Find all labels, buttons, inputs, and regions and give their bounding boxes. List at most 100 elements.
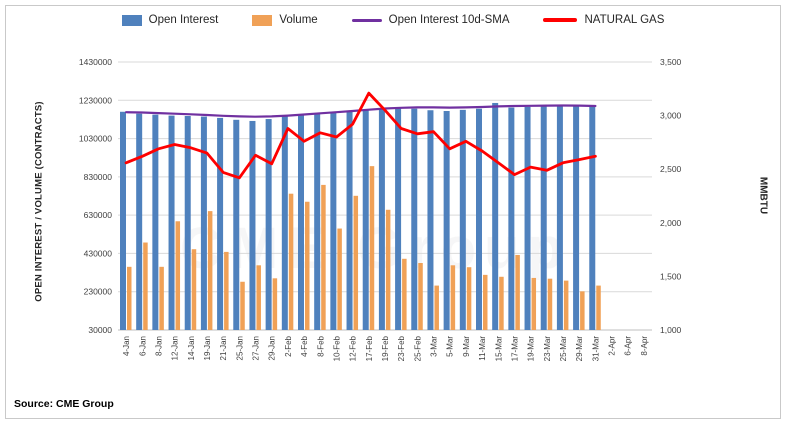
volume-bar [418,263,423,330]
x-axis-tick-label: 19-Mar [527,336,536,362]
x-axis-tick-label: 12-Jan [171,336,180,360]
x-axis-tick-label: 4-Jan [122,336,131,356]
volume-bar [337,228,342,330]
x-axis-tick-label: 29-Mar [575,336,584,362]
x-axis-tick-label: 21-Jan [219,336,228,360]
x-axis-tick-label: 19-Jan [203,336,212,360]
open-interest-bar [573,106,580,331]
x-axis-tick-label: 23-Feb [397,335,406,361]
open-interest-bar [492,102,499,330]
left-axis-tick-label: 230000 [84,287,113,297]
volume-bar [596,285,601,330]
open-interest-bar [200,116,207,330]
open-interest-bar [556,105,563,331]
volume-bar [272,278,278,330]
open-interest-bar [168,115,175,330]
volume-bar [256,265,261,330]
x-axis-tick-label: 2-Feb [284,335,293,356]
volume-bar [240,281,245,330]
x-axis-tick-label: 31-Mar [591,336,600,362]
open-interest-bar [330,112,337,330]
volume-bar [547,278,553,330]
x-axis-tick-label: 9-Mar [462,336,471,357]
x-axis-tick-label: 14-Jan [187,336,196,360]
right-axis-tick-label: 3,500 [660,57,682,67]
x-axis-tick-label: 15-Mar [494,336,503,362]
open-interest-bar [589,106,596,331]
open-interest-bar [281,115,288,331]
x-axis-tick-label: 23-Mar [543,336,552,362]
x-axis-tick-label: 8-Feb [316,335,325,356]
legend-item-natural-gas: NATURAL GAS [543,14,664,26]
x-axis-tick-label: 17-Mar [510,336,519,362]
legend-label: Volume [279,14,318,26]
legend: Open Interest Volume Open Interest 10d-S… [0,14,786,26]
open-interest-bar [120,111,126,331]
open-interest-bar [411,108,418,330]
x-axis-tick-label: 6-Apr [624,336,633,356]
left-axis-tick-label: 1030000 [79,134,112,144]
volume-bar [369,166,375,330]
open-interest-bar [152,114,159,331]
volume-bar [531,277,537,330]
right-axis-tick-label: 1,500 [660,271,682,281]
x-axis-tick-label: 17-Feb [365,335,374,361]
x-axis-tick-label: 6-Jan [138,336,147,356]
x-axis-tick-label: 10-Feb [332,335,341,361]
volume-bar [580,291,585,330]
open-interest-swatch-icon [121,14,142,26]
open-interest-bar [249,120,256,331]
x-axis-tick-label: 25-Feb [413,335,422,361]
volume-bar [385,209,391,330]
volume-bar [175,221,181,330]
x-axis-tick-label: 25-Mar [559,336,568,362]
volume-swatch-icon [252,14,273,26]
chart-frame [5,5,781,419]
open-interest-bar [265,119,272,330]
left-axis-tick-label: 1430000 [79,57,112,67]
natural-gas-line-swatch-icon [543,18,578,22]
open-interest-bar [346,111,353,331]
volume-bar [207,211,213,330]
volume-bar [224,251,229,330]
volume-bar [143,242,148,330]
legend-item-open-interest: Open Interest [121,14,218,26]
open-interest-bar [508,107,515,330]
left-axis-tick-label: 830000 [84,172,113,182]
legend-label: NATURAL GAS [584,14,665,26]
open-interest-bar [540,106,547,331]
x-axis-tick-label: 8-Jan [154,336,163,356]
open-interest-bar [233,119,240,330]
volume-bar [483,274,488,330]
left-axis-tick-label: 630000 [84,210,113,220]
natural-gas-line [124,91,597,180]
volume-bar [288,193,294,330]
volume-bar [450,265,456,330]
x-axis-tick-label: 2-Apr [608,336,617,356]
volume-bar [466,267,472,330]
x-axis-tick-label: 19-Feb [381,335,390,361]
open-interest-bar [362,109,369,330]
volume-bar [305,201,310,330]
x-axis-tick-label: 29-Jan [268,336,277,360]
open-interest-bar [395,107,402,330]
x-axis-tick-label: 5-Mar [446,336,455,357]
right-axis-tick-label: 2,000 [660,218,682,228]
sma-line-swatch-icon [351,18,382,22]
open-interest-bar [459,109,466,330]
open-interest-bar [136,113,143,330]
x-axis-tick-label: 4-Feb [300,335,309,356]
x-axis-tick-label: 25-Jan [235,336,244,360]
open-interest-bar [217,117,224,330]
x-axis-tick-label: 3-Mar [430,336,439,357]
right-axis-tick-label: 1,000 [660,325,682,335]
open-interest-bar [314,113,321,331]
x-axis-tick-label: 8-Apr [640,336,649,356]
volume-bar [127,266,132,330]
volume-bar [515,254,520,330]
volume-bar [159,266,164,330]
open-interest-bar [378,108,385,330]
legend-item-sma: Open Interest 10d-SMA [351,14,509,26]
